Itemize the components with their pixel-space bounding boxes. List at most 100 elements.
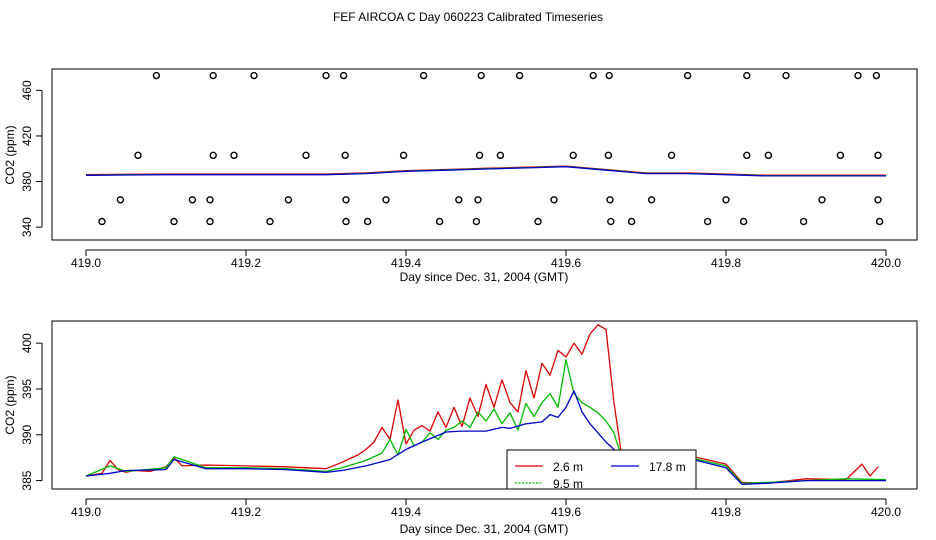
- marker-point: [605, 71, 613, 80]
- bottom-plot-frame: [51, 320, 918, 490]
- x-tick-label: 419.0: [71, 505, 101, 519]
- y-tick-label: 380: [20, 171, 34, 191]
- marker-point: [250, 71, 258, 80]
- marker-point: [515, 71, 524, 80]
- marker-point: [206, 217, 214, 226]
- marker-point: [589, 71, 597, 80]
- marker-point: [342, 196, 350, 204]
- marker-point: [818, 196, 826, 204]
- legend-label-9-5m: 9.5 m: [553, 477, 583, 491]
- y-tick-label: 390: [20, 424, 34, 444]
- figure-title: FEF AIRCOA C Day 060223 Calibrated Times…: [333, 10, 603, 24]
- legend: 2.6 m 9.5 m 17.8 m: [506, 449, 697, 491]
- marker-point: [188, 196, 197, 204]
- bottom-x-axis-label: Day since Dec. 31, 2004 (GMT): [400, 522, 569, 536]
- marker-point: [419, 71, 428, 80]
- marker-point: [98, 217, 106, 226]
- marker-point: [302, 151, 310, 160]
- y-tick-label: 460: [20, 80, 34, 100]
- top-y-axis-label: CO2 (ppm): [3, 125, 17, 184]
- legend-box: [506, 449, 697, 490]
- marker-point: [874, 196, 882, 204]
- marker-point: [206, 196, 214, 204]
- marker-point: [782, 71, 790, 80]
- y-tick-label: 400: [20, 333, 34, 353]
- marker-point: [703, 217, 712, 226]
- marker-point: [266, 217, 274, 226]
- marker-point: [455, 196, 463, 204]
- legend-label-17-8m: 17.8 m: [649, 460, 686, 474]
- marker-point: [604, 151, 613, 160]
- marker-point: [322, 71, 330, 80]
- marker-point: [474, 196, 482, 204]
- marker-point: [607, 217, 615, 226]
- marker-point: [534, 217, 542, 226]
- top-series-lines: [85, 165, 886, 177]
- series-line-2-6-m: [85, 324, 879, 484]
- marker-point: [230, 151, 238, 160]
- x-tick-label: 420.0: [871, 505, 901, 519]
- bottom-panel: 419.0 419.2 419.4 419.6 419.8 420.0 385 390 395…: [3, 320, 918, 536]
- marker-point: [382, 196, 390, 204]
- marker-point: [606, 196, 614, 204]
- y-tick-label: 385: [20, 470, 34, 490]
- marker-point: [647, 196, 656, 204]
- x-tick-label: 419.6: [551, 505, 581, 519]
- x-tick-label: 419.4: [391, 256, 421, 270]
- marker-point: [743, 71, 751, 80]
- marker-point: [341, 151, 349, 160]
- marker-point: [683, 71, 692, 80]
- marker-point: [667, 151, 676, 160]
- x-tick-label: 419.8: [711, 505, 741, 519]
- legend-label-2-6m: 2.6 m: [553, 460, 583, 474]
- marker-point: [836, 151, 845, 160]
- marker-point: [739, 217, 748, 226]
- marker-point: [399, 151, 408, 160]
- marker-point: [209, 71, 217, 80]
- marker-point: [799, 217, 808, 226]
- marker-point: [475, 151, 484, 160]
- y-tick-label: 395: [20, 379, 34, 399]
- marker-point: [116, 196, 125, 204]
- bottom-y-axis: 385 390 395 400: [20, 333, 43, 491]
- marker-point: [363, 217, 372, 226]
- marker-point: [152, 71, 161, 80]
- marker-point: [764, 151, 773, 160]
- top-markers: [98, 71, 884, 226]
- bottom-y-axis-label: CO2 (ppm): [3, 375, 17, 434]
- marker-point: [722, 196, 730, 204]
- marker-point: [569, 151, 577, 160]
- y-tick-label: 420: [20, 126, 34, 146]
- marker-point: [743, 151, 751, 160]
- top-series-line-red: [85, 165, 886, 176]
- marker-point: [477, 71, 485, 80]
- x-tick-label: 419.2: [231, 256, 261, 270]
- marker-point: [872, 71, 881, 80]
- top-x-axis-label: Day since Dec. 31, 2004 (GMT): [400, 270, 569, 284]
- marker-point: [854, 71, 862, 80]
- bottom-series-lines: [85, 324, 887, 485]
- marker-point: [209, 151, 217, 160]
- marker-point: [342, 217, 350, 226]
- x-tick-label: 419.4: [391, 505, 421, 519]
- marker-point: [550, 196, 558, 204]
- series-line-17-8-m: [85, 390, 886, 485]
- top-series-line-blue: [85, 166, 886, 177]
- top-x-axis: 419.0 419.2 419.4 419.6 419.8 420.0: [71, 249, 901, 270]
- marker-point: [472, 217, 481, 226]
- marker-point: [627, 217, 636, 226]
- x-tick-label: 420.0: [871, 256, 901, 270]
- x-tick-label: 419.0: [71, 256, 101, 270]
- top-y-axis: 340 380 420 460: [20, 80, 43, 237]
- y-tick-label: 340: [20, 217, 34, 237]
- marker-point: [875, 217, 884, 226]
- bottom-x-axis: 419.0 419.2 419.4 419.6 419.8 420.0: [71, 498, 901, 519]
- marker-point: [496, 151, 505, 160]
- x-tick-label: 419.6: [551, 256, 581, 270]
- marker-point: [339, 71, 348, 80]
- top-panel: 419.0 419.2 419.4 419.6 419.8 420.0 340 380 420…: [3, 68, 918, 284]
- marker-point: [435, 217, 444, 226]
- top-plot-frame: [51, 68, 918, 241]
- marker-point: [284, 196, 293, 204]
